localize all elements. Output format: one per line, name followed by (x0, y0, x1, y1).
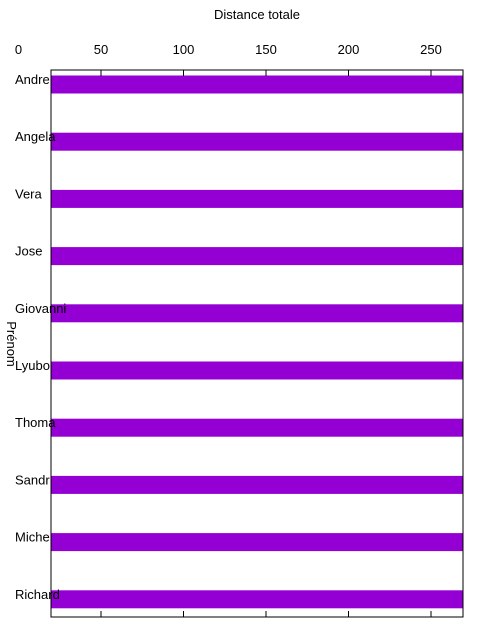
category-label: Angela (15, 129, 56, 144)
bar-sandra (51, 475, 463, 494)
category-label: Jose (15, 244, 42, 259)
bar-vera (51, 189, 463, 208)
category-label: Giovanni (15, 301, 66, 316)
x-tick-label: 150 (255, 42, 277, 57)
x-axis-title: Distance totale (214, 7, 300, 22)
category-label: Lyubo (15, 358, 50, 373)
x-tick-label: 200 (338, 42, 360, 57)
category-label: Andre (15, 72, 50, 87)
category-label: Vera (15, 186, 43, 201)
bar-richard (51, 590, 463, 609)
bar-andre (51, 75, 463, 94)
bar-giovanni (51, 304, 463, 323)
x-ticks-group: 0 50 100 150 200 250 (15, 42, 442, 617)
x-tick-label: 50 (94, 42, 108, 57)
bar-angela (51, 132, 463, 151)
x-tick-label: 0 (15, 42, 22, 57)
bar-lyubov (51, 361, 463, 380)
x-tick-label: 250 (420, 42, 442, 57)
bar-thomas (51, 418, 463, 437)
category-label: Thoma (15, 415, 56, 430)
bar-michel (51, 533, 463, 552)
x-tick-label: 100 (173, 42, 195, 57)
y-axis-title: Prénom (4, 321, 19, 367)
bars-group (51, 75, 463, 609)
category-label: Richard (15, 587, 60, 602)
category-labels: Andre Angela Vera Jose Giovanni Lyubo Thoma San… (15, 72, 66, 602)
category-label: Miche (15, 530, 50, 545)
plot-frame (50, 69, 464, 618)
category-label: Sandr (15, 472, 50, 487)
bar-jose (51, 247, 463, 266)
